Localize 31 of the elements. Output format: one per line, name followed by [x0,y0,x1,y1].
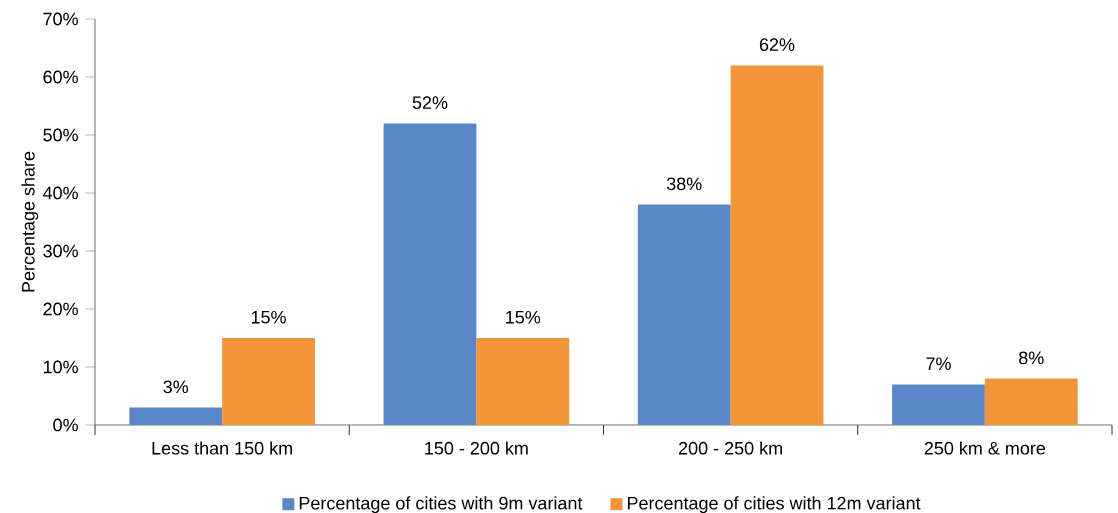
x-tick-label: 250 km & more [924,441,1046,455]
data-label: 8% [1019,351,1044,365]
y-tick-label: 40% [42,186,78,200]
x-tick-label: Less than 150 km [152,441,292,455]
x-tick-label: 200 - 250 km [679,441,782,455]
y-tick-label: 20% [43,302,78,316]
y-tick-label: 60% [43,70,78,84]
bar [984,378,1078,425]
data-label: 62% [759,38,795,52]
y-axis-title: Percentage share [21,151,39,292]
data-label: 52% [412,96,448,110]
bar [129,407,223,425]
bar [476,337,570,425]
y-tick-label: 50% [43,128,78,142]
y-tick-label: 10% [43,360,78,374]
y-tick-label: 70% [43,12,78,26]
data-label: 38% [666,177,702,191]
data-label: 3% [163,380,189,394]
bar [637,204,731,425]
bar [383,123,477,425]
y-tick-label: 30% [43,244,78,258]
bar [892,384,985,425]
y-tick-label: 0% [53,418,78,432]
legend-label: Percentage of cities with 12m variant [627,496,921,513]
data-label: 15% [506,310,541,324]
legend-label: Percentage of cities with 9m variant [299,496,583,513]
data-label: 15% [251,310,286,324]
x-tick-label: 150 - 200 km [425,441,528,455]
data-label: 7% [926,357,951,370]
bar [730,65,824,425]
bar [222,337,315,425]
